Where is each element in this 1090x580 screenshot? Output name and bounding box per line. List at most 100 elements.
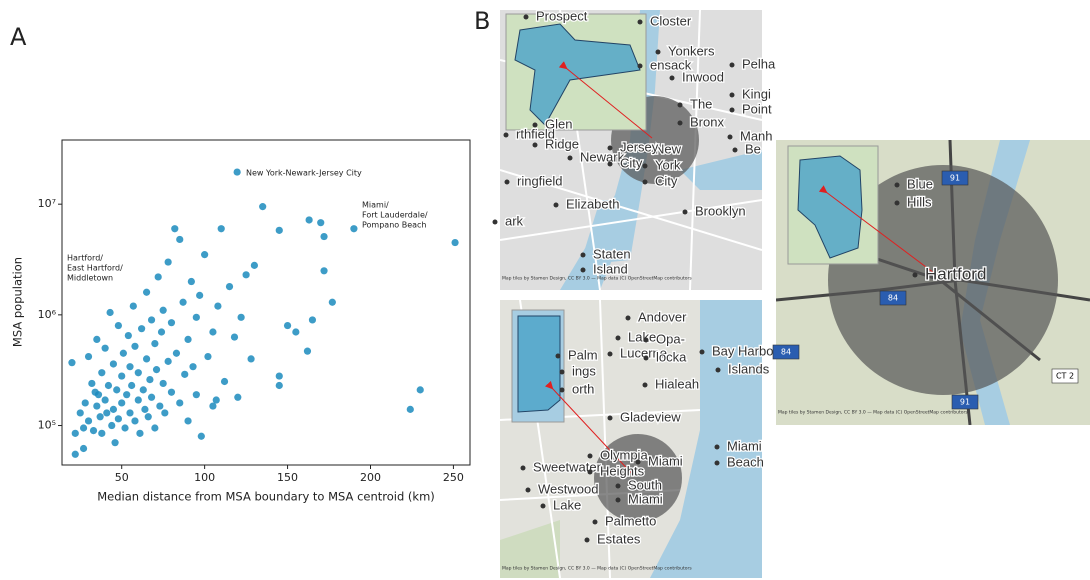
point [157,328,166,336]
point [320,267,328,275]
map-label: Beach [727,454,764,469]
y-tick-label: 10⁶ [38,308,57,321]
point [101,396,109,404]
map-label: Blue [907,176,933,191]
point [111,439,119,447]
map-label: South [628,477,662,492]
point [93,335,101,344]
point [152,366,161,374]
point [84,417,93,425]
map-label: Miami [628,491,663,506]
point [214,302,222,310]
map-new-york [500,10,762,290]
point [233,168,241,176]
point [197,432,205,440]
city-dot [682,209,688,215]
point [242,271,250,279]
map-label: Lake [553,497,581,512]
map-label: 84 [888,294,898,303]
map-label: ark [505,213,524,228]
map-label: Staten [593,246,631,261]
city-dot [532,122,538,128]
point [172,349,181,357]
point [121,424,129,432]
point [416,386,424,394]
point [93,402,101,410]
point [164,258,172,266]
point [350,225,358,233]
city-dot [553,202,559,208]
point [128,381,136,390]
point [181,370,189,378]
point [308,316,317,324]
point [104,381,113,390]
point [217,225,225,233]
annotation: Pompano Beach [362,221,427,230]
point [71,429,79,437]
point [68,359,76,367]
x-tick-label: 250 [443,471,464,484]
map-label: Pelha [742,56,776,71]
point [317,219,325,227]
map-label: Manh [740,128,773,143]
panel-label: B [474,7,490,35]
point [305,216,313,224]
point [171,225,179,233]
map-hartford [776,140,1090,425]
point [119,349,127,357]
city-dot [607,415,613,421]
map-label: CT 2 [1056,372,1074,381]
point [84,352,93,361]
city-dot [699,349,705,355]
city-dot [677,120,683,126]
map-label: The [690,96,712,111]
point [88,379,96,388]
x-tick-label: 200 [360,471,381,484]
point [259,203,267,211]
point [126,409,134,417]
map-label: ings [572,363,596,378]
map-label: Closter [650,13,692,28]
point [142,355,151,363]
map-label: Sweetwater [533,459,602,474]
point [328,298,336,306]
point [164,357,172,365]
point [167,319,176,327]
city-dot [567,155,573,161]
point [159,379,167,388]
point [81,399,89,407]
point [91,388,99,396]
city-dot [607,351,613,357]
plot-frame [61,139,471,466]
city-dot [642,179,648,185]
city-dot [504,179,510,185]
point [139,386,147,394]
city-dot [615,483,621,489]
city-dot [587,469,593,475]
city-dot [642,163,648,169]
map-label: 91 [950,174,960,183]
point [220,377,229,386]
point [147,316,156,324]
point [275,372,283,380]
point [98,369,106,377]
city-dot [732,147,738,153]
map-label: orth [572,381,594,396]
annotation: Middletown [67,274,113,283]
point [118,372,126,380]
city-dot [492,219,498,225]
point [250,261,258,269]
y-tick-label: 10⁷ [38,197,56,210]
city-dot [615,497,621,503]
city-dot [729,92,735,98]
point [109,360,118,368]
point [406,405,414,413]
annotation: New York-Newark-Jersey City [246,169,362,178]
map-label: Inwood [682,69,724,84]
point [136,429,144,437]
city-dot [635,459,641,465]
point [154,273,162,281]
point [161,409,169,417]
point [176,399,184,407]
point [114,415,122,423]
